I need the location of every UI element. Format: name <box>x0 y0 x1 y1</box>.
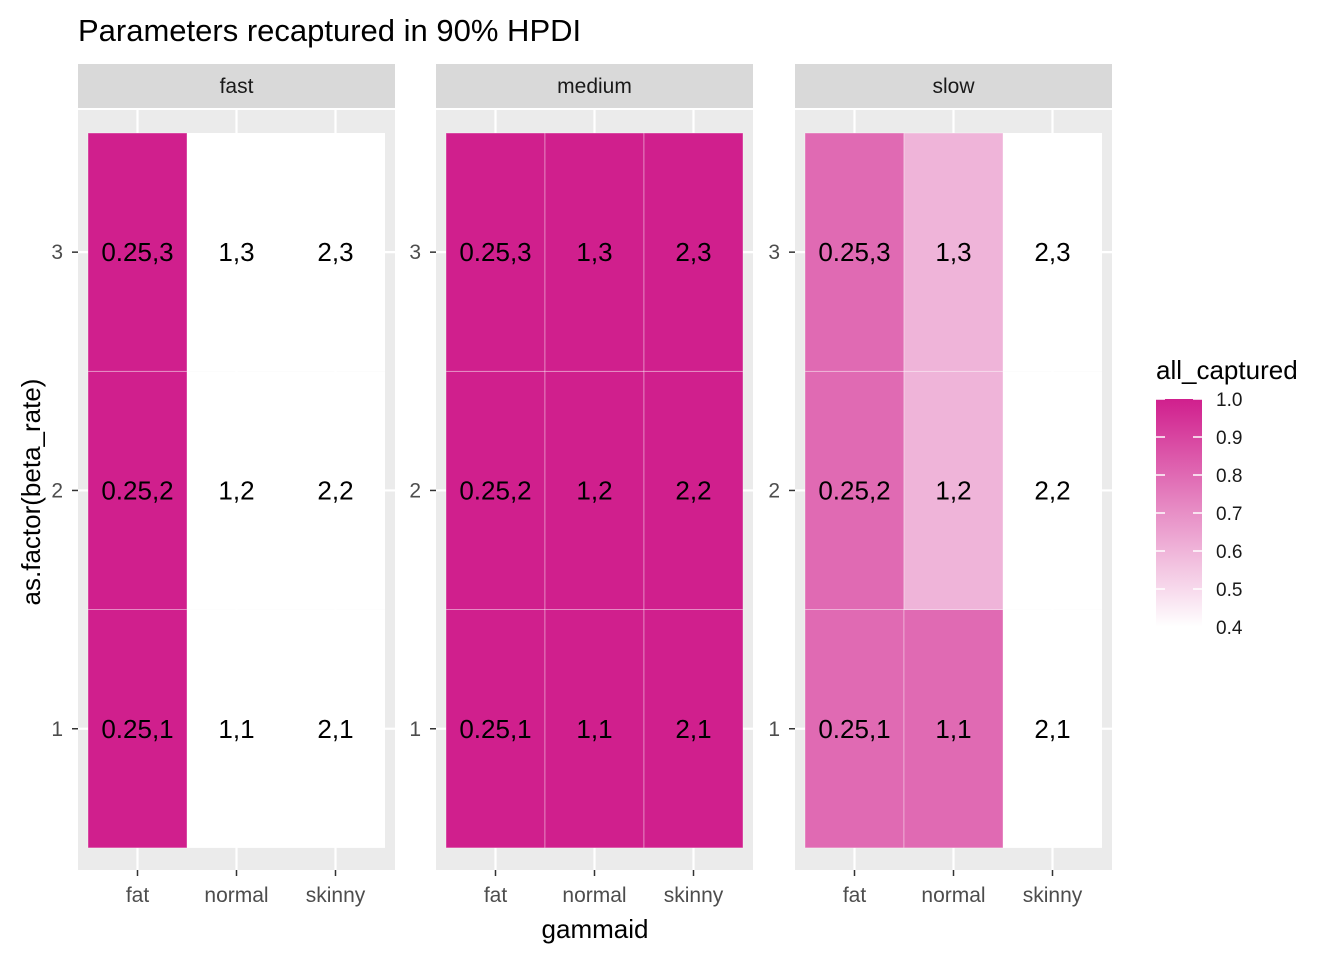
heatmap-tile <box>1003 371 1102 610</box>
y-tick-label: 3 <box>51 241 63 264</box>
heatmap-tile <box>87 132 188 372</box>
heatmap-tile <box>1003 133 1102 372</box>
x-tick-label: normal <box>921 884 985 907</box>
tile-label: 1,1 <box>218 714 254 744</box>
chart-title: Parameters recaptured in 90% HPDI <box>78 13 581 48</box>
heatmap-tile <box>87 370 188 610</box>
heatmap-tile <box>187 609 286 848</box>
heatmap-tile <box>804 609 905 849</box>
tile-label: 0.25,3 <box>459 237 531 267</box>
facet-strip <box>78 64 395 108</box>
tile-label: 0.25,1 <box>101 714 173 744</box>
x-tick-label: skinny <box>306 884 366 907</box>
heatmap-tile <box>1003 609 1102 848</box>
y-tick-label: 1 <box>51 718 63 741</box>
x-tick-label: normal <box>204 884 268 907</box>
y-tick-label: 2 <box>51 479 63 502</box>
heatmap-tile <box>903 370 1004 610</box>
heatmap-tile <box>804 370 905 610</box>
heatmap-tile <box>643 609 744 849</box>
heatmap-tile <box>87 609 188 849</box>
legend-tick-label: 0.6 <box>1216 542 1242 563</box>
tile-label: 0.25,3 <box>818 237 890 267</box>
tile-label: 1,3 <box>576 237 612 267</box>
facet-medium: medium 0.25,1 0.25,2 0.25,3 1,1 1,2 1,3 2,1 2,2 2… <box>409 64 753 907</box>
tile-label: 0.25,2 <box>101 475 173 505</box>
heatmap-tile <box>643 370 744 610</box>
heatmap-tile <box>445 132 546 372</box>
facet-strip <box>436 64 753 108</box>
facet-slow: slow 0.25,1 0.25,2 0.25,3 1,1 1,2 1,3 2,1 2,2 2,3… <box>768 64 1112 907</box>
y-tick-label: 1 <box>768 718 780 741</box>
x-tick-label: fat <box>126 884 150 907</box>
tile-label: 2,1 <box>317 714 353 744</box>
heatmap-tile <box>286 371 385 610</box>
heatmap-tile <box>286 609 385 848</box>
tile-label: 0.25,1 <box>459 714 531 744</box>
heatmap-tile <box>187 133 286 372</box>
tile-label: 0.25,2 <box>459 475 531 505</box>
heatmap-tile <box>903 609 1004 849</box>
x-tick-label: normal <box>562 884 626 907</box>
legend-tick-label: 0.4 <box>1216 618 1243 639</box>
x-tick-label: fat <box>843 884 867 907</box>
tile-label: 0.25,2 <box>818 475 890 505</box>
heatmap-tile <box>643 132 744 372</box>
heatmap-tile <box>187 371 286 610</box>
x-tick-label: skinny <box>664 884 724 907</box>
facet-strip <box>795 64 1112 108</box>
facet-fast: fast 0.25,1 0.25,2 0.25,3 1,1 1,2 1,3 2,1 2,2 2,3… <box>51 64 395 907</box>
facet-strip-label: medium <box>557 75 632 98</box>
facet-strip-label: slow <box>932 75 975 98</box>
heatmap-tile <box>544 370 645 610</box>
heatmap-tile <box>445 370 546 610</box>
heatmap-tile <box>544 609 645 849</box>
color-legend: all_captured 1.0 0.9 0.8 0.7 0.6 0.5 0.4 <box>1156 355 1298 639</box>
y-axis-title: as.factor(beta_rate) <box>16 379 46 606</box>
tile-label: 1,3 <box>218 237 254 267</box>
heatmap-tile <box>804 132 905 372</box>
tile-label: 0.25,3 <box>101 237 173 267</box>
tile-label: 2,2 <box>675 475 711 505</box>
x-tick-label: fat <box>484 884 508 907</box>
y-tick-label: 2 <box>409 479 421 502</box>
y-tick-label: 3 <box>768 241 780 264</box>
legend-tick-label: 0.5 <box>1216 580 1242 601</box>
y-tick-label: 3 <box>409 241 421 264</box>
y-tick-label: 1 <box>409 718 421 741</box>
y-tick-label: 2 <box>768 479 780 502</box>
tile-label: 1,2 <box>218 475 254 505</box>
legend-tick-label: 0.9 <box>1216 428 1242 449</box>
facet-panels: fast 0.25,1 0.25,2 0.25,3 1,1 1,2 1,3 2,1 2,2 2,3… <box>51 64 1112 907</box>
heatmap-tile <box>544 132 645 372</box>
heatmap-tile <box>286 133 385 372</box>
tile-label: 2,1 <box>1034 714 1070 744</box>
tile-label: 1,1 <box>935 714 971 744</box>
heatmap-tile <box>445 609 546 849</box>
tile-label: 2,1 <box>675 714 711 744</box>
legend-tick-label: 0.8 <box>1216 466 1242 487</box>
heatmap-tile <box>903 132 1004 372</box>
tile-label: 2,2 <box>317 475 353 505</box>
facet-strip-label: fast <box>220 75 254 98</box>
tile-label: 2,3 <box>1034 237 1070 267</box>
tile-label: 2,3 <box>675 237 711 267</box>
tile-label: 2,3 <box>317 237 353 267</box>
tile-label: 0.25,1 <box>818 714 890 744</box>
tile-label: 1,2 <box>576 475 612 505</box>
legend-tick-label: 0.7 <box>1216 504 1242 525</box>
legend-tick-label: 1.0 <box>1216 390 1242 411</box>
tile-label: 1,1 <box>576 714 612 744</box>
x-tick-label: skinny <box>1023 884 1083 907</box>
tile-label: 1,2 <box>935 475 971 505</box>
x-axis-title: gammaid <box>542 914 649 944</box>
legend-title: all_captured <box>1156 355 1298 385</box>
tile-label: 2,2 <box>1034 475 1070 505</box>
tile-label: 1,3 <box>935 237 971 267</box>
